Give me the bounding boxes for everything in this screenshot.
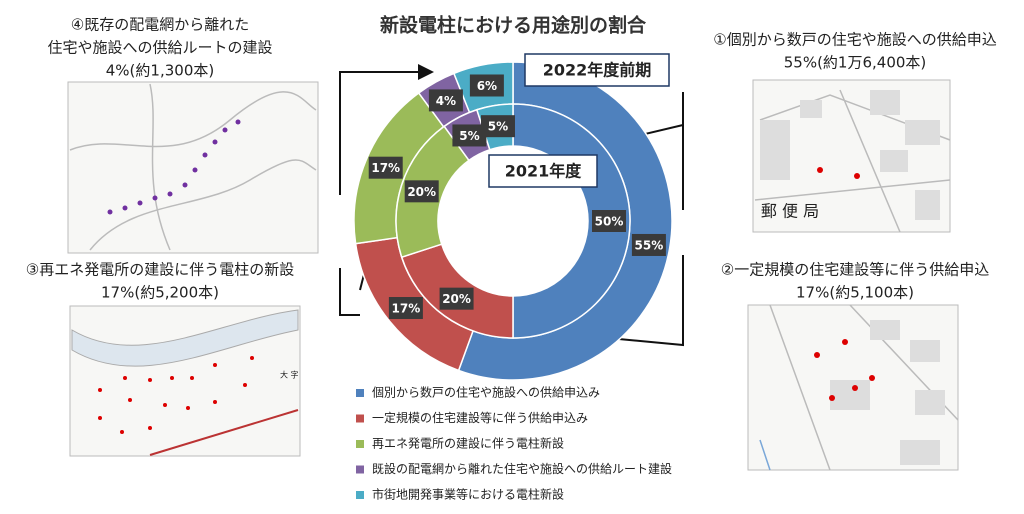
- data-label: 5%: [459, 129, 479, 143]
- legend-label: 市街地開発事業等における電柱新設: [372, 487, 564, 502]
- label-box: [469, 74, 504, 97]
- label-box: [404, 180, 439, 203]
- legend-label: 一定規模の住宅建設等に伴う供給申込み: [372, 410, 588, 425]
- annotation-title: 住宅や施設への供給ルートの建設: [47, 39, 272, 57]
- data-label: 17%: [371, 161, 400, 175]
- legend-swatch: [356, 414, 364, 423]
- data-label: 5%: [488, 120, 508, 134]
- data-label: 20%: [407, 185, 436, 199]
- legend-swatch: [356, 389, 364, 397]
- legend-label: 再エネ発電所の建設に伴う電柱新設: [372, 436, 564, 451]
- annotation-detail: 17%(約5,200本): [101, 284, 219, 302]
- annotation-detail: 55%(約1万6,400本): [784, 54, 927, 72]
- data-label: 50%: [595, 215, 624, 229]
- annotation-title: ④既存の配電網から離れた: [71, 16, 249, 34]
- annotation-detail: 4%(約1,300本): [106, 62, 214, 80]
- series-name: 2021年度: [505, 162, 583, 181]
- label-box: [631, 233, 666, 256]
- map-2: [747, 304, 959, 471]
- series-box: [488, 154, 598, 188]
- label-box: [480, 115, 515, 138]
- data-label: 20%: [442, 292, 471, 306]
- label-box: [388, 297, 423, 320]
- legend-label: 既設の配電網から離れた住宅や施設への供給ルート建設: [372, 461, 672, 476]
- connector: [339, 64, 434, 195]
- legend-label: 個別から数戸の住宅や施設への供給申込み: [372, 385, 600, 400]
- map-label: 大 字: [280, 370, 299, 380]
- data-label: 17%: [392, 302, 421, 316]
- chart-title: 新設電柱における用途別の割合: [380, 14, 647, 37]
- annotation-detail: 17%(約5,100本): [796, 284, 914, 302]
- label-box: [439, 287, 474, 310]
- data-label: 4%: [436, 94, 456, 108]
- annotation-title: ②一定規模の住宅建設等に伴う供給申込: [721, 261, 989, 279]
- legend-swatch: [356, 465, 364, 474]
- label-box: [368, 156, 403, 179]
- data-label: 6%: [477, 79, 497, 93]
- map-label: 郵 便 局: [761, 202, 819, 221]
- data-label: 55%: [635, 238, 664, 252]
- label-box: [428, 89, 463, 112]
- map-3: 大 字: [69, 305, 301, 457]
- annotation-title: ①個別から数戸の住宅や施設への供給申込: [713, 31, 996, 49]
- series-name: 2022年度前期: [543, 61, 652, 80]
- map-1: 郵 便 局: [752, 79, 951, 233]
- annotation-title: ③再エネ発電所の建設に伴う電柱の新設: [26, 261, 294, 279]
- connector: [339, 268, 360, 316]
- label-box: [452, 124, 487, 147]
- legend-swatch: [356, 440, 364, 448]
- legend-swatch: [356, 491, 364, 499]
- series-box: [524, 53, 670, 87]
- map-4: [67, 81, 319, 254]
- label-box: [592, 210, 626, 232]
